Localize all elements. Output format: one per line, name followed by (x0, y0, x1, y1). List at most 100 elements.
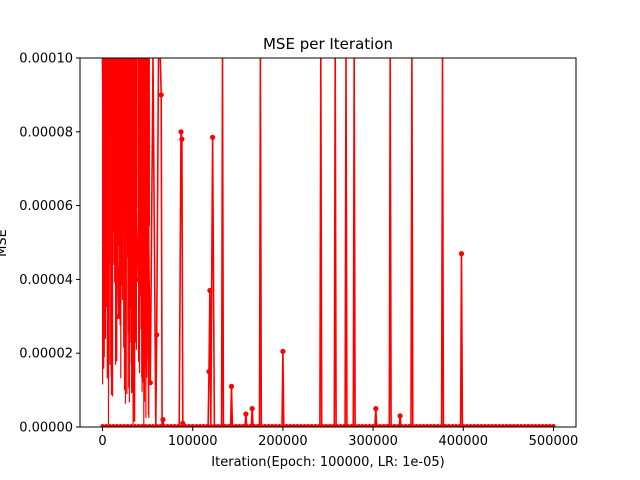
data-point (176, 424, 181, 427)
data-point (403, 424, 408, 427)
data-point (147, 424, 152, 427)
data-point (313, 424, 318, 427)
data-point (158, 92, 164, 98)
data-point (490, 424, 495, 427)
data-point (414, 424, 419, 427)
data-point (298, 424, 303, 427)
series-line (101, 58, 554, 427)
data-point (284, 424, 289, 427)
data-point (101, 239, 107, 246)
data-point (353, 424, 358, 427)
y-tick-label: 0.00006 (19, 199, 73, 214)
data-point (338, 424, 343, 427)
data-point (197, 424, 202, 427)
data-point (533, 424, 538, 427)
data-point (551, 424, 556, 427)
data-point (172, 424, 177, 427)
data-point (230, 424, 235, 427)
data-point (320, 424, 325, 427)
data-point (205, 424, 210, 427)
data-point (392, 424, 397, 427)
data-point (259, 424, 264, 427)
data-point (439, 424, 444, 427)
data-point (136, 424, 141, 427)
data-point (378, 424, 383, 427)
data-point (450, 424, 455, 427)
data-point (522, 424, 527, 427)
data-point (129, 424, 134, 427)
data-point (158, 424, 163, 427)
data-point (410, 424, 415, 427)
data-point (134, 276, 140, 282)
data-point (234, 424, 238, 427)
y-tick-label: 0.00000 (19, 421, 73, 436)
data-point (342, 424, 347, 427)
data-point (295, 424, 300, 427)
data-point (309, 424, 314, 427)
data-point (273, 424, 278, 427)
data-point (249, 406, 255, 412)
data-point (262, 424, 267, 427)
data-point (432, 424, 437, 427)
data-point (241, 424, 246, 427)
y-tick-label: 0.00008 (19, 125, 73, 140)
y-tick-label: 0.00004 (19, 273, 73, 288)
data-point (356, 424, 361, 427)
data-point (374, 424, 379, 427)
plot-frame (79, 57, 577, 428)
data-point (178, 129, 184, 135)
data-point (428, 424, 433, 427)
data-point (443, 424, 448, 427)
data-point (190, 424, 195, 427)
data-point (210, 134, 216, 140)
plot-area (100, 58, 556, 427)
data-point (397, 413, 403, 419)
data-point (436, 424, 440, 427)
data-point (237, 424, 242, 427)
data-point (508, 424, 513, 427)
x-tick-label: 200000 (258, 434, 308, 449)
data-point (291, 424, 296, 427)
data-point (497, 424, 502, 427)
data-point (529, 424, 534, 427)
data-point (454, 424, 459, 427)
data-point (248, 424, 253, 427)
data-point (208, 424, 213, 427)
data-point (446, 424, 451, 427)
data-point (201, 424, 206, 427)
x-axis: 0 100000 200000 300000 400000 500000 (98, 427, 578, 449)
data-point (118, 424, 123, 427)
data-point (363, 424, 368, 427)
data-point (501, 424, 505, 427)
data-point (504, 424, 509, 427)
data-point (216, 424, 220, 427)
data-point (125, 424, 130, 427)
data-point (458, 251, 465, 257)
data-point (396, 424, 401, 427)
x-axis-label: Iteration(Epoch: 100000, LR: 1e-05) (211, 455, 444, 470)
data-point (147, 380, 153, 386)
data-point (547, 424, 552, 427)
data-point (100, 424, 105, 427)
data-point (207, 287, 213, 294)
data-point (373, 406, 379, 412)
data-point (137, 136, 143, 142)
data-point (223, 424, 228, 427)
data-point (371, 424, 376, 427)
data-point (145, 144, 151, 150)
data-point (255, 424, 260, 427)
data-point (226, 424, 231, 427)
data-point (421, 424, 426, 427)
data-point (479, 424, 484, 427)
data-point (288, 424, 293, 427)
x-tick-label: 100000 (168, 434, 218, 449)
y-axis: 0.00000 0.00002 0.00004 0.00006 0.00008 0.000… (19, 52, 80, 436)
data-point (111, 424, 116, 427)
data-point (244, 424, 249, 427)
data-point (219, 424, 224, 427)
data-point (116, 313, 122, 319)
data-point (125, 203, 131, 209)
data-point (482, 424, 487, 427)
x-tick-label: 0 (98, 434, 106, 449)
